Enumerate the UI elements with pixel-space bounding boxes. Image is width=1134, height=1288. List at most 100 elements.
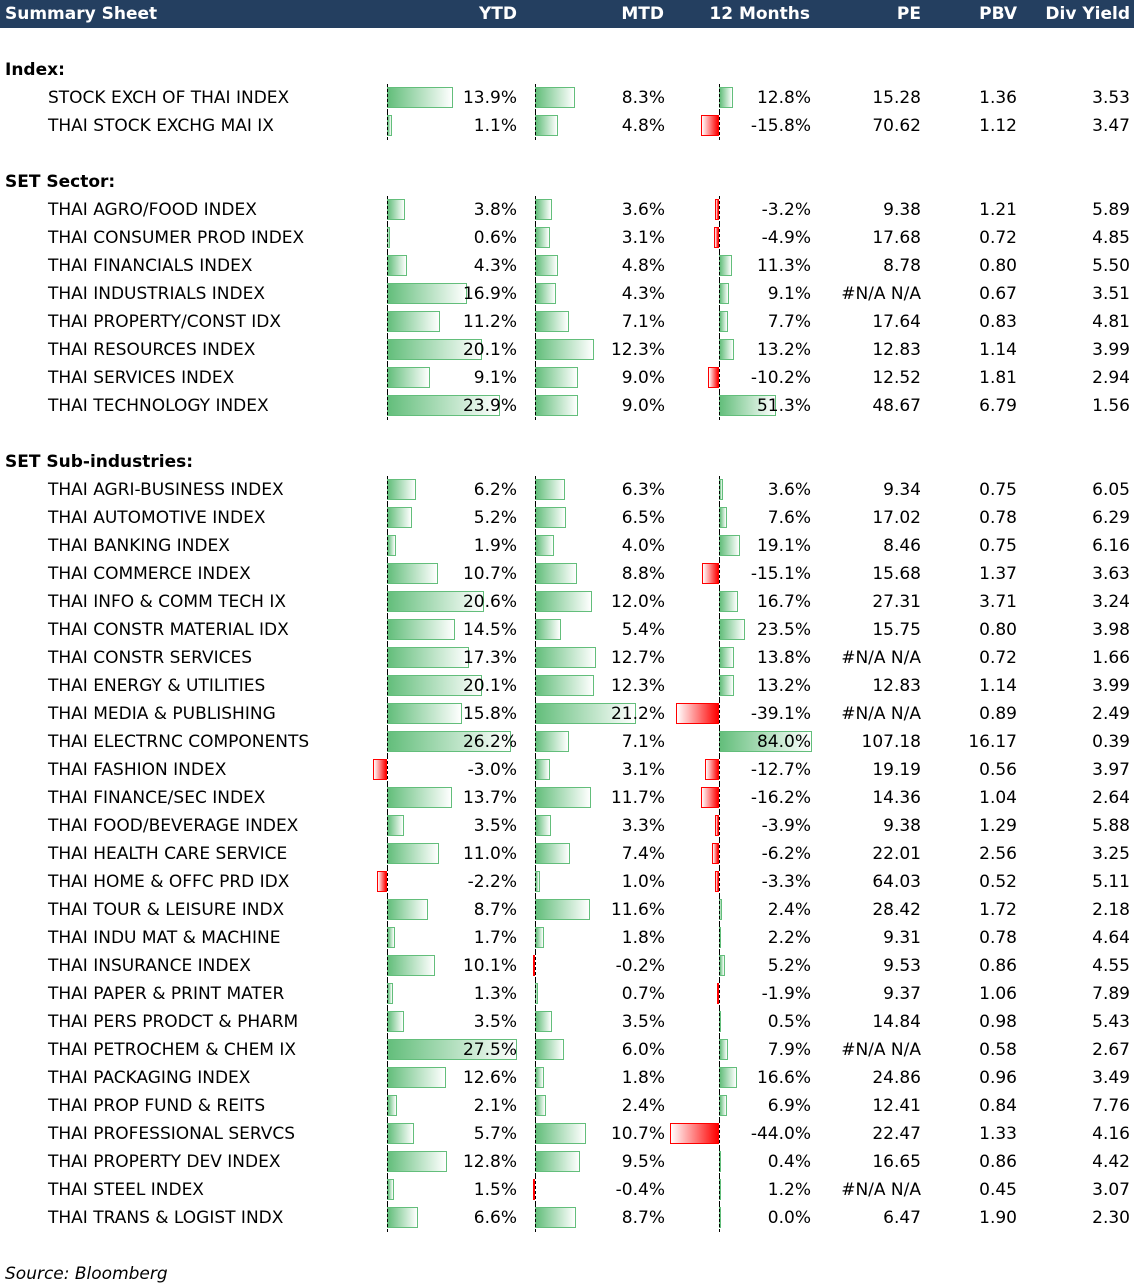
table-row[interactable]: THAI BANKING INDEX 1.9% 4.0% 19.1% 8.46 0.75 6… [0,532,1134,560]
mtd-bar-axis [535,1120,536,1148]
ytd-data-bar [387,815,404,836]
m12-data-bar [707,367,719,388]
pbv-value: 0.72 [979,228,1017,248]
table-row[interactable]: THAI PETROCHEM & CHEM IX 27.5% 6.0% 7.9% #N/… [0,1036,1134,1064]
dy-value: 0.39 [1092,732,1130,752]
mtd-data-bar [535,927,544,948]
table-row[interactable]: THAI STEEL INDEX 1.5% -0.4% 1.2% #N/A N/A 0.4… [0,1176,1134,1204]
mtd-bar-axis [535,1092,536,1120]
ytd-data-bar [387,619,456,640]
m12-bar-axis [719,252,720,280]
ytd-bar-axis [387,1148,388,1176]
table-row[interactable]: THAI TECHNOLOGY INDEX 23.9% 9.0% 51.3% 48.67… [0,392,1134,420]
table-row[interactable]: THAI INFO & COMM TECH IX 20.6% 12.0% 16.7% 2… [0,588,1134,616]
dy-value: 5.89 [1092,200,1130,220]
mtd-bar-axis [535,252,536,280]
index-name: STOCK EXCH OF THAI INDEX [48,88,290,108]
table-row[interactable]: THAI FASHION INDEX -3.0% 3.1% -12.7% 19.19 0.… [0,756,1134,784]
m12-value: 19.1% [756,536,811,556]
table-row[interactable]: THAI ENERGY & UTILITIES 20.1% 12.3% 13.2% 12… [0,672,1134,700]
table-row[interactable]: THAI CONSTR SERVICES 17.3% 12.7% 13.8% #N/A … [0,644,1134,672]
section-header-row: Index: [0,56,1134,84]
m12-data-bar [719,619,746,640]
table-row[interactable]: THAI COMMERCE INDEX 10.7% 8.8% -15.1% 15.68 1… [0,560,1134,588]
table-row[interactable]: STOCK EXCH OF THAI INDEX 13.9% 8.3% 12.8% 15… [0,84,1134,112]
pe-value: #N/A N/A [841,1040,921,1060]
dy-value: 4.85 [1092,228,1130,248]
table-row[interactable]: THAI PAPER & PRINT MATER 1.3% 0.7% -1.9% 9.3… [0,980,1134,1008]
table-row[interactable]: THAI PROFESSIONAL SERVCS 5.7% 10.7% -44.0% 2… [0,1120,1134,1148]
table-row[interactable]: THAI CONSTR MATERIAL IDX 14.5% 5.4% 23.5% 15… [0,616,1134,644]
dy-value: 4.16 [1092,1124,1130,1144]
pe-value: 8.46 [883,536,921,556]
mtd-value: 10.7% [610,1124,665,1144]
table-row[interactable]: THAI RESOURCES INDEX 20.1% 12.3% 13.2% 12.83… [0,336,1134,364]
index-name: THAI PACKAGING INDEX [48,1068,251,1088]
table-row[interactable]: THAI AUTOMOTIVE INDEX 5.2% 6.5% 7.6% 17.02 0.… [0,504,1134,532]
table-row[interactable]: THAI TRANS & LOGIST INDX 6.6% 8.7% 0.0% 6.47… [0,1204,1134,1232]
dy-value: 2.18 [1092,900,1130,920]
table-row[interactable]: THAI PACKAGING INDEX 12.6% 1.8% 16.6% 24.86 0… [0,1064,1134,1092]
table-row[interactable]: THAI HEALTH CARE SERVICE 11.0% 7.4% -6.2% 22… [0,840,1134,868]
m12-data-bar [670,1123,719,1144]
table-row[interactable]: THAI STOCK EXCHG MAI IX 1.1% 4.8% -15.8% 70.… [0,112,1134,140]
table-row[interactable]: THAI FOOD/BEVERAGE INDEX 3.5% 3.3% -3.9% 9.3… [0,812,1134,840]
mtd-bar-axis [535,476,536,504]
m12-value: 16.6% [756,1068,811,1088]
table-row[interactable]: THAI TOUR & LEISURE INDX 8.7% 11.6% 2.4% 28.… [0,896,1134,924]
pe-value: 22.47 [872,1124,921,1144]
table-row[interactable]: THAI INSURANCE INDEX 10.1% -0.2% 5.2% 9.53 0.… [0,952,1134,980]
mtd-value: 1.8% [621,928,665,948]
table-row[interactable]: THAI AGRO/FOOD INDEX 3.8% 3.6% -3.2% 9.38 1.2… [0,196,1134,224]
table-row[interactable]: THAI ELECTRNC COMPONENTS 26.2% 7.1% 84.0% 10… [0,728,1134,756]
ytd-data-bar [387,507,412,528]
mtd-data-bar [535,507,566,528]
col-header-div-yield: Div Yield [1045,4,1130,24]
mtd-data-bar [535,675,594,696]
mtd-bar-axis [535,336,536,364]
ytd-value: 20.1% [462,676,517,696]
m12-data-bar [719,591,738,612]
table-row[interactable]: THAI FINANCE/SEC INDEX 13.7% 11.7% -16.2% 14… [0,784,1134,812]
pbv-value: 0.78 [979,928,1017,948]
table-row[interactable]: THAI AGRI-BUSINESS INDEX 6.2% 6.3% 3.6% 9.34… [0,476,1134,504]
table-row[interactable]: THAI CONSUMER PROD INDEX 0.6% 3.1% -4.9% 17.… [0,224,1134,252]
m12-bar-axis [719,224,720,252]
m12-bar-axis [719,756,720,784]
mtd-bar-axis [535,1064,536,1092]
pe-value: 17.68 [872,228,921,248]
table-row[interactable]: THAI PROP FUND & REITS 2.1% 2.4% 6.9% 12.41 0… [0,1092,1134,1120]
table-row[interactable]: THAI MEDIA & PUBLISHING 15.8% 21.2% -39.1% #… [0,700,1134,728]
mtd-data-bar [535,759,550,780]
table-row[interactable]: THAI FINANCIALS INDEX 4.3% 4.8% 11.3% 8.78 0.… [0,252,1134,280]
index-name: THAI FINANCE/SEC INDEX [48,788,266,808]
table-row[interactable]: THAI PROPERTY DEV INDEX 12.8% 9.5% 0.4% 16.6… [0,1148,1134,1176]
col-header-ytd: YTD [478,4,517,24]
pe-value: 19.19 [872,760,921,780]
ytd-bar-axis [387,392,388,420]
mtd-value: 12.3% [610,340,665,360]
pbv-value: 1.29 [979,816,1017,836]
col-header-mtd: MTD [621,4,664,24]
ytd-value: 20.6% [462,592,517,612]
mtd-value: 11.6% [610,900,665,920]
table-row[interactable]: THAI PERS PRODCT & PHARM 3.5% 3.5% 0.5% 14.8… [0,1008,1134,1036]
table-row[interactable]: THAI INDUSTRIALS INDEX 16.9% 4.3% 9.1% #N/A … [0,280,1134,308]
sheet-title: Summary Sheet [5,4,158,24]
mtd-value: 7.1% [621,732,665,752]
table-row[interactable]: THAI HOME & OFFC PRD IDX -2.2% 1.0% -3.3% 64… [0,868,1134,896]
index-name: THAI ENERGY & UTILITIES [48,676,266,696]
m12-bar-axis [719,532,720,560]
pe-value: #N/A N/A [841,648,921,668]
mtd-data-bar [535,283,556,304]
pe-value: 15.28 [872,88,921,108]
mtd-bar-axis [535,756,536,784]
dy-value: 1.66 [1092,648,1130,668]
table-row[interactable]: THAI INDU MAT & MACHINE 1.7% 1.8% 2.2% 9.31 0… [0,924,1134,952]
ytd-bar-axis [387,924,388,952]
mtd-bar-axis [535,112,536,140]
index-name: THAI PETROCHEM & CHEM IX [48,1040,297,1060]
table-row[interactable]: THAI SERVICES INDEX 9.1% 9.0% -10.2% 12.52 1.… [0,364,1134,392]
section-title: SET Sector: [5,172,116,192]
table-row[interactable]: THAI PROPERTY/CONST IDX 11.2% 7.1% 7.7% 17.6… [0,308,1134,336]
